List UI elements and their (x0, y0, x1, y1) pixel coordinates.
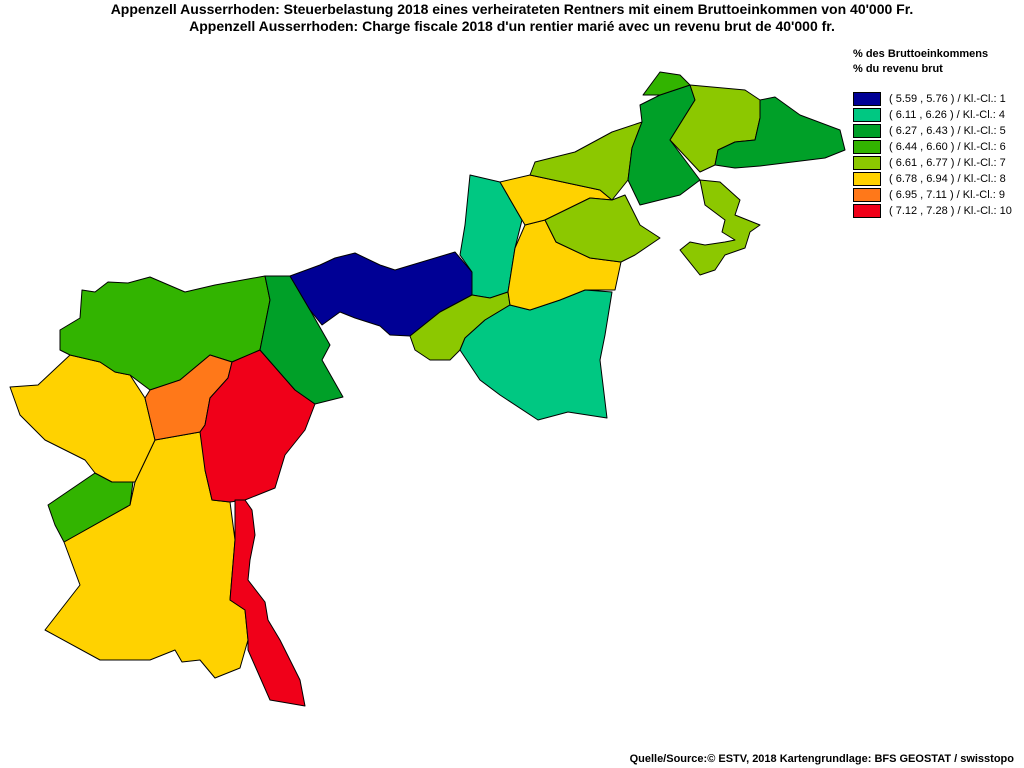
legend-title-fr: % du revenu brut (853, 63, 943, 75)
legend-label: ( 5.59 , 5.76 ) / Kl.-Cl.: 1 (889, 93, 1006, 105)
legend-title-de: % des Bruttoeinkommens (853, 48, 989, 60)
legend-label: ( 6.11 , 6.26 ) / Kl.-Cl.: 4 (889, 109, 1005, 121)
map-title: Appenzell Ausserrhoden: Steuerbelastung … (0, 1, 1024, 35)
municipality-lightgreen-east[interactable] (679, 179, 761, 276)
title-line-fr: Appenzell Ausserrhoden: Charge fiscale 2… (189, 18, 835, 34)
legend-swatch (853, 172, 881, 186)
legend-label: ( 6.61 , 6.77 ) / Kl.-Cl.: 7 (889, 157, 1006, 169)
municipality-lightgreen-northeast[interactable] (544, 194, 661, 263)
legend-swatch (853, 156, 881, 170)
municipality-green-top[interactable] (642, 71, 691, 96)
legend-swatch (853, 92, 881, 106)
legend-swatch (853, 140, 881, 154)
legend-label: ( 6.78 , 6.94 ) / Kl.-Cl.: 8 (889, 173, 1006, 185)
municipality-red-strip[interactable] (229, 499, 306, 707)
legend-title: % des Bruttoeinkommens % du revenu brut (853, 47, 988, 77)
municipalities (9, 71, 846, 707)
legend-label: ( 6.27 , 6.43 ) / Kl.-Cl.: 5 (889, 125, 1006, 137)
legend-swatch (853, 204, 881, 218)
legend-swatch (853, 124, 881, 138)
municipality-darkgreen-east[interactable] (714, 96, 846, 169)
source-note: Quelle/Source:© ESTV, 2018 Kartengrundla… (629, 753, 1014, 765)
legend-label: ( 7.12 , 7.28 ) / Kl.-Cl.: 10 (889, 205, 1012, 217)
legend-swatch (853, 188, 881, 202)
legend-label: ( 6.44 , 6.60 ) / Kl.-Cl.: 6 (889, 141, 1006, 153)
legend-label: ( 6.95 , 7.11 ) / Kl.-Cl.: 9 (889, 189, 1005, 201)
legend-swatch (853, 108, 881, 122)
title-line-de: Appenzell Ausserrhoden: Steuerbelastung … (110, 1, 914, 17)
